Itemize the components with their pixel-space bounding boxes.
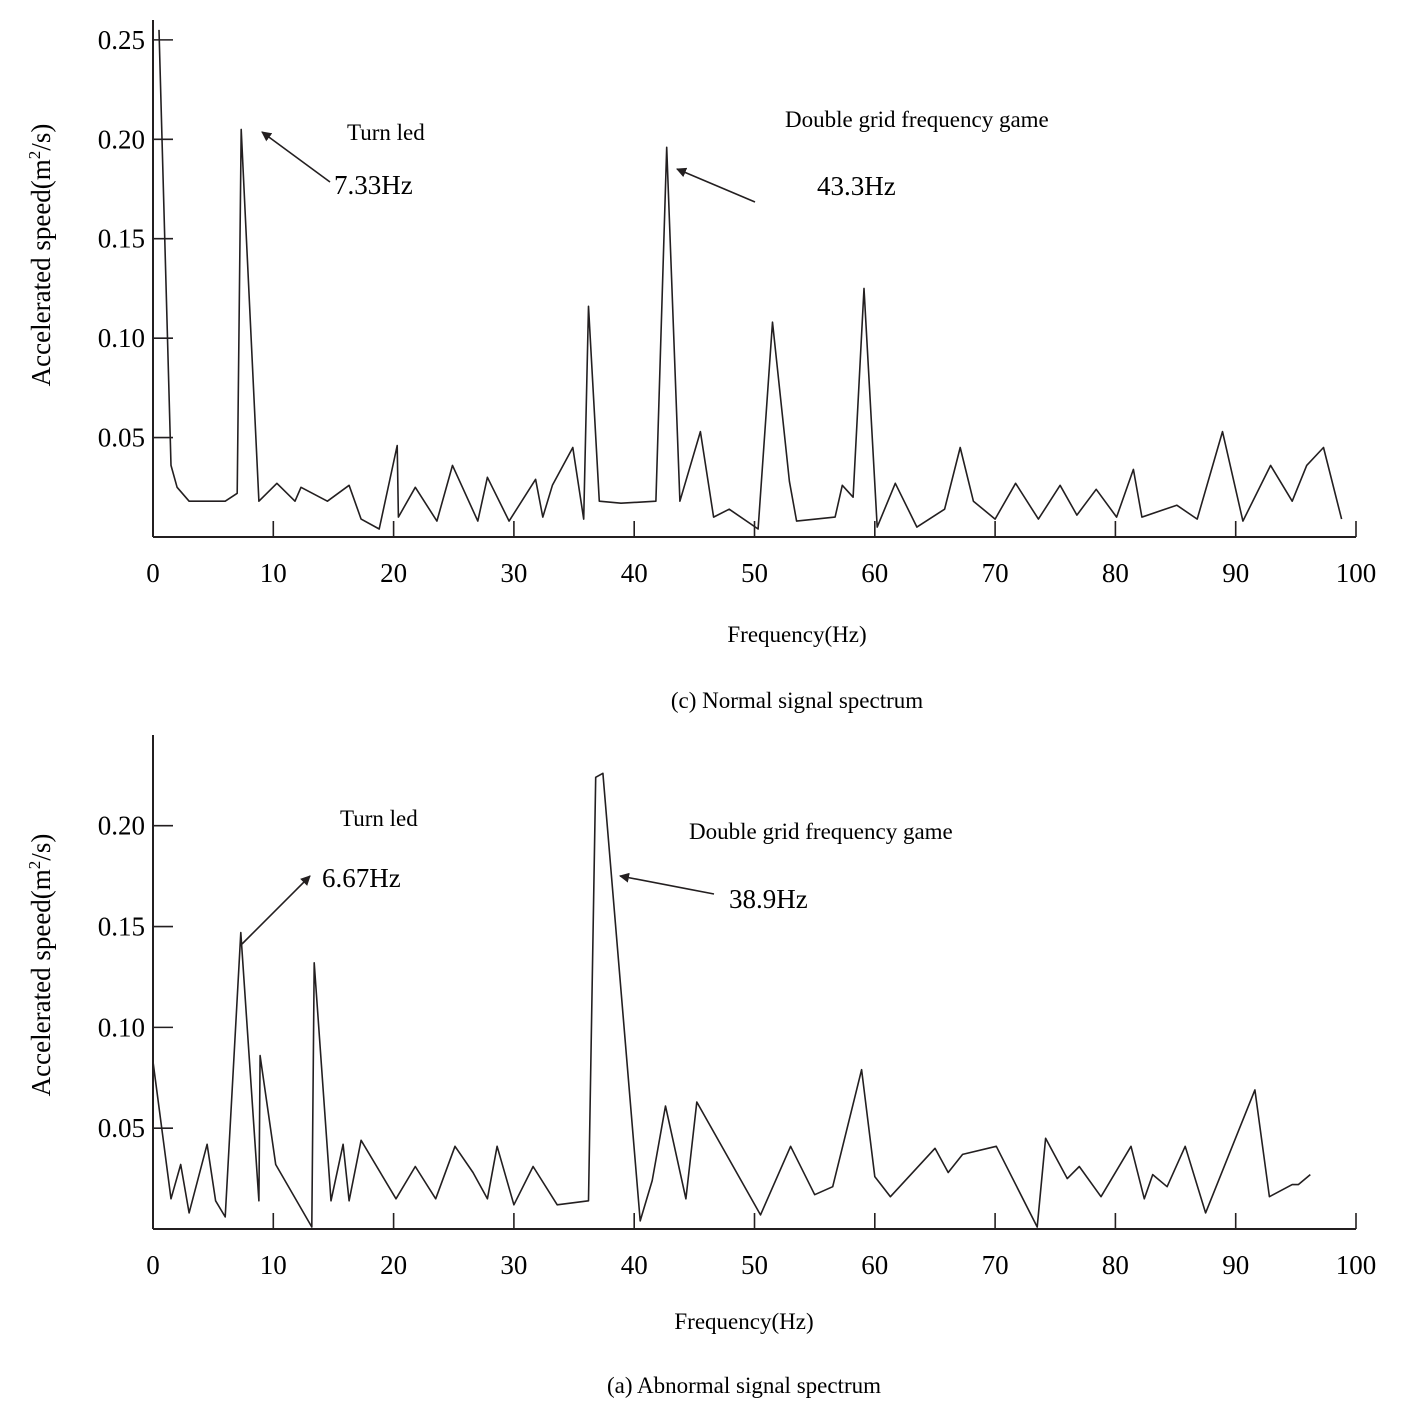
x-tick-label: 30 xyxy=(500,1250,527,1280)
x-axis-label: Frequency(Hz) xyxy=(727,622,866,647)
y-ticks: 0.05 0.10 0.15 0.20 xyxy=(98,811,173,1143)
chart-abnormal: 0 10 20 30 40 50 60 70 80 90 100 0.050.100.150.20 … xyxy=(25,735,1376,1398)
annotation-turn-led-label: Turn led xyxy=(340,806,418,831)
x-axis-label: Frequency(Hz) xyxy=(674,1309,813,1334)
y-tick-label: 0.05 xyxy=(98,1113,145,1143)
y-axis-label: Accelerated speed(m2/s) xyxy=(25,834,56,1097)
x-ticks: 0 10 20 30 40 50 60 70 80 90 100 xyxy=(146,521,1376,588)
y-axis-label: Accelerated speed(m2/s) xyxy=(25,124,56,387)
annotation-double-grid-label: Double grid frequency game xyxy=(785,107,1049,132)
annotation-turn-led-value: 7.33Hz xyxy=(334,170,413,200)
x-tick-label: 60 xyxy=(861,558,888,588)
annotation-double-grid-label: Double grid frequency game xyxy=(689,819,953,844)
annotation-double-grid-value: 38.9Hz xyxy=(729,884,808,914)
x-tick-label: 60 xyxy=(861,1250,888,1280)
y-tick-label: 0.20 xyxy=(98,811,145,841)
chart-normal: 0 10 20 30 40 50 60 70 80 90 100 0.050.100.150.200… xyxy=(25,20,1376,713)
x-tick-label: 100 xyxy=(1336,558,1377,588)
y-ticks: 0.05 0.10 0.15 0.20 0.25 xyxy=(98,25,173,453)
x-tick-label: 80 xyxy=(1102,558,1129,588)
x-tick-label: 80 xyxy=(1102,1250,1129,1280)
x-tick-label: 20 xyxy=(380,558,407,588)
y-tick-label: 0.05 xyxy=(98,423,145,453)
x-tick-label: 70 xyxy=(982,1250,1009,1280)
annotation-arrow-turn-led xyxy=(261,131,331,183)
annotation-arrow-double-grid xyxy=(619,872,715,895)
y-tick-label: 0.25 xyxy=(98,25,145,55)
x-tick-label: 30 xyxy=(500,558,527,588)
y-tick-label: 0.10 xyxy=(98,1012,145,1042)
x-tick-label: 0 xyxy=(146,558,160,588)
y-tick-label: 0.15 xyxy=(98,912,145,942)
x-tick-label: 90 xyxy=(1222,1250,1249,1280)
annotation-arrow-double-grid xyxy=(676,167,756,203)
x-tick-label: 20 xyxy=(380,1250,407,1280)
x-tick-label: 50 xyxy=(741,558,768,588)
y-tick-label: 0.20 xyxy=(98,124,145,154)
annotation-turn-led-label: Turn led xyxy=(347,120,425,145)
x-tick-label: 10 xyxy=(260,1250,287,1280)
chart-caption: (a) Abnormal signal spectrum xyxy=(607,1373,881,1398)
y-tick-label: 0.15 xyxy=(98,224,145,254)
x-tick-label: 70 xyxy=(982,558,1009,588)
y-tick-label: 0.10 xyxy=(98,323,145,353)
x-tick-label: 90 xyxy=(1222,558,1249,588)
x-tick-label: 50 xyxy=(741,1250,768,1280)
spectrum-line xyxy=(152,772,1311,1228)
x-ticks: 0 10 20 30 40 50 60 70 80 90 100 xyxy=(146,1213,1376,1280)
annotation-turn-led-value: 6.67Hz xyxy=(322,863,401,893)
x-tick-label: 100 xyxy=(1336,1250,1377,1280)
x-tick-label: 10 xyxy=(260,558,287,588)
annotation-double-grid-value: 43.3Hz xyxy=(817,171,896,201)
chart-caption: (c) Normal signal spectrum xyxy=(671,688,923,713)
x-tick-label: 40 xyxy=(621,1250,648,1280)
x-tick-label: 40 xyxy=(621,558,648,588)
x-tick-label: 0 xyxy=(146,1250,160,1280)
annotation-arrow-turn-led xyxy=(241,875,311,945)
spectrum-line xyxy=(158,29,1343,530)
